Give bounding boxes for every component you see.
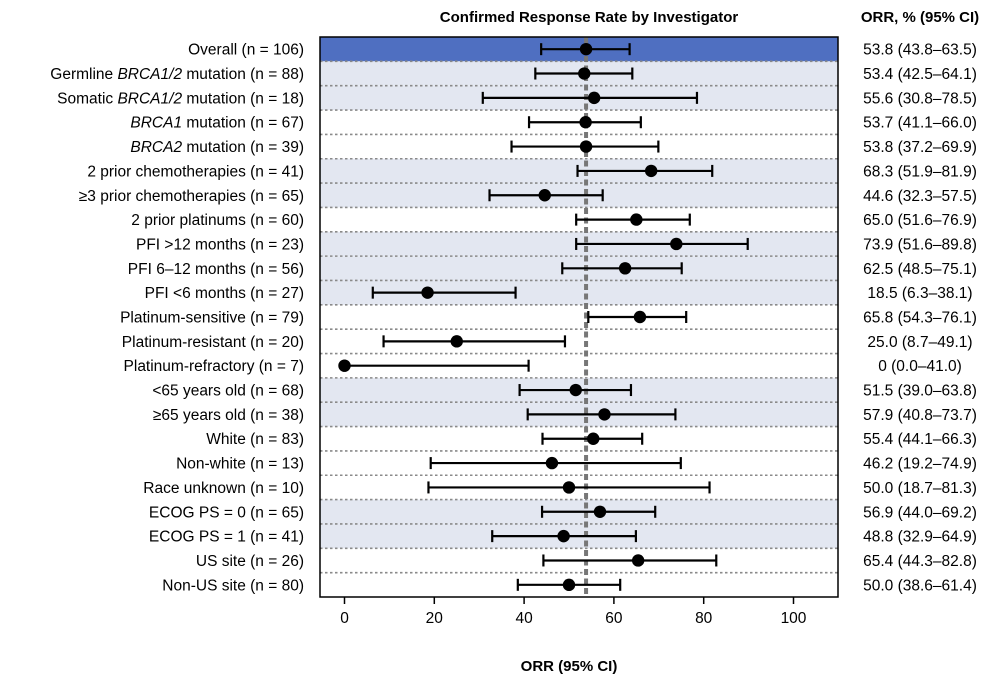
- orr-value: 0 (0.0–41.0): [878, 358, 962, 375]
- row-separators: [320, 60, 838, 574]
- row-label: BRCA2 mutation (n = 39): [130, 139, 304, 156]
- orr-value: 53.7 (41.1–66.0): [863, 115, 977, 132]
- row-label: Platinum-sensitive (n = 79): [120, 310, 304, 327]
- row-label: Non-white (n = 13): [176, 456, 304, 473]
- point-estimate: [598, 408, 611, 421]
- orr-value: 55.6 (30.8–78.5): [863, 90, 977, 107]
- orr-value: 44.6 (32.3–57.5): [863, 188, 977, 205]
- orr-value: 50.0 (38.6–61.4): [863, 577, 977, 594]
- row-label: US site (n = 26): [196, 553, 304, 570]
- orr-value: 53.8 (37.2–69.9): [863, 139, 977, 156]
- row-label: PFI 6–12 months (n = 56): [128, 261, 304, 278]
- x-axis-label: ORR (95% CI): [521, 658, 618, 675]
- orr-value: 68.3 (51.9–81.9): [863, 163, 977, 180]
- orr-value: 53.4 (42.5–64.1): [863, 66, 977, 83]
- point-estimate: [562, 578, 576, 592]
- row-label: Platinum-refractory (n = 7): [124, 358, 304, 375]
- point-estimate: [593, 505, 607, 518]
- point-estimate: [421, 286, 434, 299]
- row-label: 2 prior chemotherapies (n = 41): [87, 163, 304, 180]
- row-label: Platinum-resistant (n = 20): [122, 334, 304, 351]
- point-estimate: [670, 237, 683, 251]
- row-labels: Overall (n = 106) Germline BRCA1/2 mutati…: [50, 42, 304, 595]
- orr-value: 65.0 (51.6–76.9): [863, 212, 977, 229]
- row-label: ≥65 years old (n = 38): [153, 407, 304, 424]
- orr-value: 65.4 (44.3–82.8): [863, 553, 977, 570]
- x-tick-label: 100: [781, 610, 807, 627]
- row-label: White (n = 83): [206, 431, 304, 448]
- row-label: Race unknown (n = 10): [143, 480, 304, 497]
- row-label: ECOG PS = 1 (n = 41): [149, 529, 304, 546]
- row-label: ECOG PS = 0 (n = 65): [149, 504, 304, 521]
- orr-value: 62.5 (48.5–75.1): [863, 261, 977, 278]
- point-estimate: [587, 91, 601, 105]
- point-estimate: [630, 213, 643, 226]
- row-label: Non-US site (n = 80): [162, 577, 304, 594]
- orr-value: 18.5 (6.3–38.1): [867, 285, 972, 302]
- plot-frame: [319, 36, 839, 598]
- point-estimate: [618, 262, 632, 275]
- point-estimate: [557, 529, 570, 543]
- orr-value: 50.0 (18.7–81.3): [863, 480, 977, 497]
- row-label: Germline BRCA1/2 mutation (n = 88): [50, 66, 304, 83]
- row-label: BRCA1 mutation (n = 67): [130, 115, 304, 132]
- orr-values: 53.8 (43.8–63.5) 53.4 (42.5–64.1) 55.6 (30…: [863, 42, 977, 595]
- x-tick-label: 20: [426, 610, 444, 627]
- row-label: ≥3 prior chemotherapies (n = 65): [79, 188, 304, 205]
- orr-value: 51.5 (39.0–63.8): [863, 383, 977, 400]
- point-estimate: [631, 554, 645, 567]
- point-estimate: [569, 383, 582, 397]
- orr-value: 53.8 (43.8–63.5): [863, 42, 977, 59]
- orr-value: 56.9 (44.0–69.2): [863, 504, 977, 521]
- point-estimate: [579, 42, 593, 56]
- orr-value: 73.9 (51.6–89.8): [863, 236, 977, 253]
- point-estimate: [538, 189, 551, 202]
- row-label: PFI >12 months (n = 23): [136, 236, 304, 253]
- point-estimate: [450, 335, 463, 348]
- orr-value: 46.2 (19.2–74.9): [863, 456, 977, 473]
- x-tick-label: 80: [695, 610, 713, 627]
- point-estimate: [579, 140, 593, 153]
- point-estimate: [338, 359, 351, 372]
- orr-value: 55.4 (44.1–66.3): [863, 431, 977, 448]
- orr-value: 48.8 (32.9–64.9): [863, 529, 977, 546]
- point-estimate: [633, 310, 647, 324]
- row-label: 2 prior platinums (n = 60): [131, 212, 304, 229]
- point-estimate: [578, 67, 591, 80]
- row-label: <65 years old (n = 68): [152, 383, 304, 400]
- orr-column-header: ORR, % (95% CI): [861, 9, 979, 26]
- row-label: Overall (n = 106): [188, 42, 304, 59]
- x-axis: 0 20 40 60 80 100: [319, 36, 839, 627]
- point-estimate: [587, 432, 600, 445]
- chart-title: Confirmed Response Rate by Investigator: [440, 9, 739, 26]
- point-estimates: [338, 42, 683, 592]
- point-estimate: [644, 164, 658, 178]
- point-estimate: [579, 116, 592, 129]
- x-tick-label: 0: [340, 610, 349, 627]
- row-label: Somatic BRCA1/2 mutation (n = 18): [57, 90, 304, 107]
- point-estimate: [562, 481, 576, 494]
- orr-value: 57.9 (40.8–73.7): [863, 407, 977, 424]
- orr-value: 65.8 (54.3–76.1): [863, 310, 977, 327]
- point-estimate: [545, 456, 559, 470]
- x-tick-label: 40: [515, 610, 533, 627]
- row-label: PFI <6 months (n = 27): [145, 285, 304, 302]
- orr-value: 25.0 (8.7–49.1): [867, 334, 972, 351]
- x-tick-label: 60: [605, 610, 623, 627]
